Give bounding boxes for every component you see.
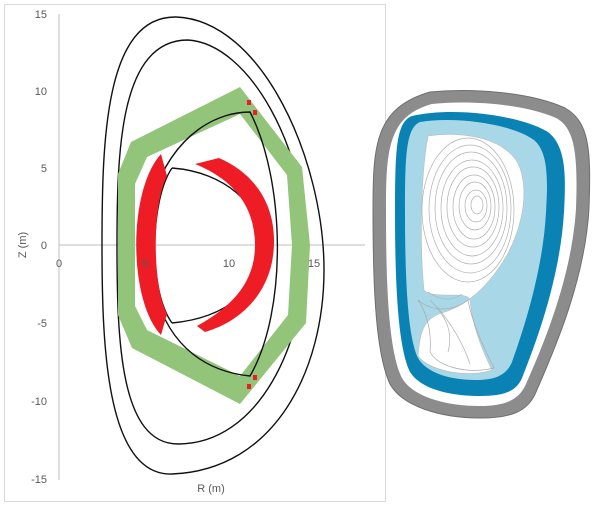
plasma-contour-outer bbox=[151, 111, 279, 377]
x-tick-labels: 0 5 10 15 bbox=[56, 258, 320, 270]
y-tick-label: 10 bbox=[35, 86, 47, 98]
divertor-region bbox=[417, 299, 495, 371]
y-tick-label: 0 bbox=[41, 240, 47, 252]
y-tick-label: -15 bbox=[31, 474, 47, 486]
port-marker-top-1 bbox=[247, 100, 251, 105]
y-tick-labels: 15 10 5 0 -5 -10 -15 bbox=[31, 9, 47, 486]
x-tick-label: 15 bbox=[308, 258, 320, 270]
port-marker-bottom-1 bbox=[253, 375, 257, 380]
y-tick-label: 15 bbox=[35, 9, 47, 21]
outer-boundary-curve bbox=[101, 16, 325, 475]
plot-frame bbox=[4, 4, 386, 502]
port-marker-top-2 bbox=[253, 110, 257, 115]
y-tick-label: -5 bbox=[37, 318, 47, 330]
x-tick-label: 5 bbox=[142, 258, 148, 270]
x-tick-label: 10 bbox=[223, 258, 235, 270]
port-marker-bottom-2 bbox=[247, 384, 251, 389]
x-axis-label: R (m) bbox=[197, 483, 225, 495]
flux-surfaces bbox=[421, 137, 515, 365]
x-tick-label: 0 bbox=[56, 258, 62, 270]
inner-red-coil bbox=[136, 154, 167, 335]
tokamak-cross-section bbox=[372, 90, 591, 419]
y-tick-label: -10 bbox=[31, 396, 47, 408]
y-axis-label: Z (m) bbox=[17, 232, 29, 258]
y-tick-label: 5 bbox=[41, 163, 47, 175]
plot-axes bbox=[58, 14, 365, 480]
outer-red-coil bbox=[195, 158, 275, 332]
